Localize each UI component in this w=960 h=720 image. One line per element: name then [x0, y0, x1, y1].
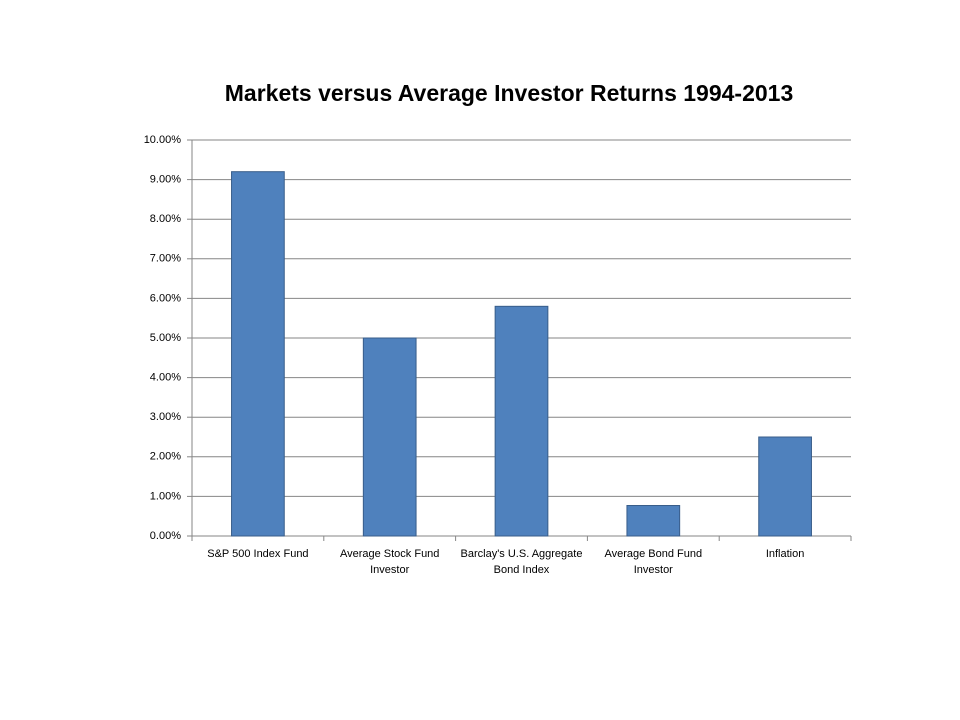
x-tick-label: Average Bond Fund Investor: [604, 548, 703, 576]
y-tick-label: 3.00%: [150, 411, 181, 423]
x-tick-label: Average Stock Fund Investor: [339, 548, 440, 576]
y-tick-label: 6.00%: [150, 292, 181, 304]
y-tick-label: 5.00%: [150, 332, 181, 344]
y-tick-label: 0.00%: [150, 530, 181, 542]
y-tick-label: 1.00%: [150, 490, 181, 502]
bar: [231, 171, 285, 537]
y-tick-label: 4.00%: [150, 372, 181, 384]
y-tick-label: 8.00%: [150, 213, 181, 225]
y-tick-label: 7.00%: [150, 253, 181, 265]
bar: [626, 505, 681, 537]
bar: [362, 337, 417, 537]
y-tick-label: 9.00%: [150, 174, 181, 186]
x-tick-label: Inflation: [765, 548, 805, 560]
x-tick-label: Barclay's U.S. Aggregate Bond Index: [460, 548, 583, 576]
y-tick-label: 10.00%: [144, 134, 182, 146]
bar: [494, 305, 549, 537]
x-tick-label: S&P 500 Index Fund: [207, 548, 309, 560]
chart-title: Markets versus Average Investor Returns …: [225, 80, 794, 106]
bar: [758, 436, 812, 537]
y-tick-label: 2.00%: [150, 451, 181, 463]
